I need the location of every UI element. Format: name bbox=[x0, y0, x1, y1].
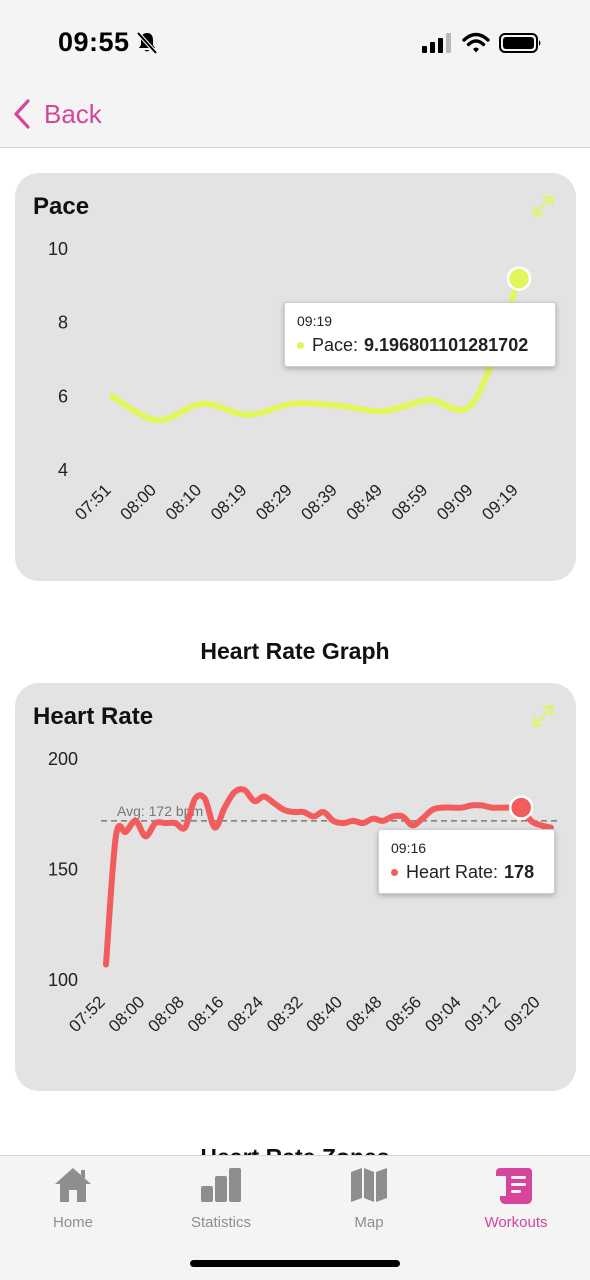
x-tick-label: 08:48 bbox=[342, 992, 386, 1036]
tooltip-time: 09:16 bbox=[391, 840, 427, 856]
tab-bar: Home Statistics Map Workouts bbox=[0, 1155, 590, 1280]
x-tick-label: 08:08 bbox=[144, 992, 188, 1036]
x-tick-label: 09:09 bbox=[433, 480, 477, 524]
x-tick-label: 08:40 bbox=[303, 992, 347, 1036]
tab-map[interactable]: Map bbox=[314, 1164, 424, 1234]
x-tick-label: 08:10 bbox=[162, 480, 206, 524]
tab-label: Home bbox=[52, 1214, 93, 1231]
x-tick-label: 08:24 bbox=[223, 992, 267, 1036]
x-tick-label: 08:59 bbox=[388, 480, 432, 524]
x-tick-label: 09:20 bbox=[500, 992, 544, 1036]
tab-label: Workouts bbox=[484, 1214, 548, 1231]
status-time: 09:55 bbox=[58, 27, 130, 57]
y-tick-label: 6 bbox=[58, 386, 68, 406]
y-tick-label: 150 bbox=[48, 860, 78, 880]
next-section-heading: Heart Rate Zones bbox=[0, 1143, 590, 1155]
x-tick-label: 08:32 bbox=[263, 992, 307, 1036]
battery-icon bbox=[499, 33, 541, 53]
tooltip-value: 178 bbox=[504, 862, 535, 882]
back-button[interactable]: Back bbox=[12, 96, 102, 132]
x-tick-label: 08:29 bbox=[252, 480, 296, 524]
tooltip-label: Pace: bbox=[312, 335, 359, 355]
y-tick-label: 100 bbox=[48, 970, 78, 990]
x-tick-label: 09:12 bbox=[461, 992, 505, 1036]
tooltip-label: Heart Rate: bbox=[406, 862, 499, 882]
scroll-icon bbox=[496, 1168, 532, 1204]
expand-icon[interactable] bbox=[530, 193, 556, 219]
x-tick-label: 08:39 bbox=[297, 480, 341, 524]
wifi-icon bbox=[462, 32, 490, 53]
x-tick-label: 08:56 bbox=[382, 992, 426, 1036]
status-bar: 09:55 bbox=[0, 0, 590, 80]
average-label: Avg: 172 bpm bbox=[117, 803, 203, 819]
heart-rate-chart-card: 100 150 200 07:52 08:00 08:08 08:16 08:24 08:32 0… bbox=[15, 683, 576, 1091]
home-icon bbox=[55, 1168, 91, 1202]
heart-rate-highlight-point[interactable] bbox=[508, 795, 534, 820]
x-tick-label: 09:19 bbox=[478, 480, 522, 524]
x-tick-label: 09:04 bbox=[421, 992, 465, 1036]
navigation-bar: Back bbox=[0, 80, 590, 148]
expand-icon[interactable] bbox=[530, 703, 556, 729]
tooltip-value: 9.196801101281702 bbox=[364, 335, 529, 355]
tab-statistics[interactable]: Statistics bbox=[166, 1164, 276, 1234]
tab-label: Map bbox=[354, 1214, 384, 1231]
x-tick-label: 07:51 bbox=[71, 480, 115, 524]
y-tick-label: 4 bbox=[58, 460, 68, 480]
y-tick-label: 200 bbox=[48, 749, 78, 769]
series-dot bbox=[391, 869, 398, 876]
x-tick-label: 08:16 bbox=[184, 992, 228, 1036]
bell-muted-icon bbox=[136, 31, 158, 55]
tab-workouts[interactable]: Workouts bbox=[461, 1164, 571, 1234]
x-tick-label: 08:19 bbox=[207, 480, 251, 524]
cellular-signal-icon bbox=[422, 33, 451, 53]
heart-rate-series-line bbox=[103, 786, 554, 968]
home-indicator bbox=[190, 1260, 400, 1267]
pace-highlight-point[interactable] bbox=[506, 266, 532, 291]
heart-rate-section-heading: Heart Rate Graph bbox=[200, 638, 390, 664]
tab-label: Statistics bbox=[190, 1214, 251, 1231]
series-dot bbox=[297, 342, 304, 349]
y-tick-label: 10 bbox=[48, 239, 68, 259]
tab-home[interactable]: Home bbox=[18, 1164, 128, 1234]
map-icon bbox=[351, 1168, 387, 1202]
chevron-left-icon bbox=[14, 99, 30, 129]
pace-chart-title: Pace bbox=[33, 193, 90, 220]
pace-tooltip: 09:19 Pace: 9.196801101281702 bbox=[284, 302, 556, 367]
heart-rate-chart[interactable]: 10015020007:5208:0008:0808:1608:2408:320… bbox=[15, 683, 576, 1091]
x-tick-label: 08:00 bbox=[117, 480, 161, 524]
y-tick-label: 8 bbox=[58, 313, 68, 333]
pace-series-line bbox=[109, 275, 522, 424]
bar-chart-icon bbox=[201, 1168, 241, 1202]
pace-chart[interactable]: 4 6 8 10 07:51 08:00 08:10 08:19 08:29 08:39 08:49… bbox=[15, 173, 576, 581]
x-tick-label: 08:00 bbox=[105, 992, 149, 1036]
heart-rate-chart-title: Heart Rate bbox=[33, 703, 154, 730]
heart-rate-tooltip: 09:16 Heart Rate: 178 bbox=[378, 829, 555, 894]
x-tick-label: 07:52 bbox=[65, 992, 109, 1036]
pace-chart-card: 4 6 8 10 07:51 08:00 08:10 08:19 08:29 08:39 08:49… bbox=[15, 173, 576, 581]
back-label: Back bbox=[44, 98, 102, 129]
x-tick-label: 08:49 bbox=[343, 480, 387, 524]
tooltip-time: 09:19 bbox=[297, 313, 333, 329]
